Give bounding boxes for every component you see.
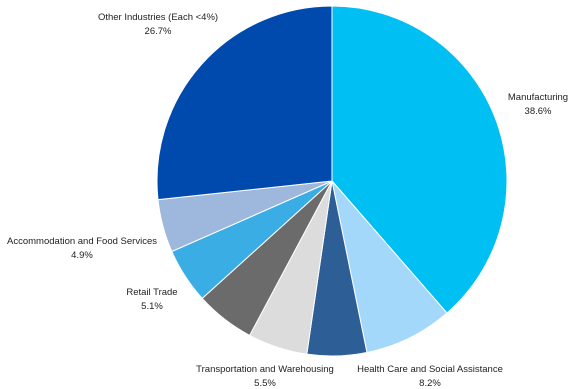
slice-value-retail-trade: 5.1% xyxy=(141,301,163,312)
slice-label-accommodation: Accommodation and Food Services xyxy=(7,236,157,247)
slice-label-manufacturing: Manufacturing xyxy=(508,92,568,103)
slice-label-health-care: Health Care and Social Assistance xyxy=(357,364,503,375)
slice-value-accommodation: 4.9% xyxy=(71,250,93,261)
pie-slice-other-industries-each-4 xyxy=(156,5,333,201)
pie-slices xyxy=(156,5,508,357)
slice-value-health-care: 8.2% xyxy=(419,378,441,389)
slice-value-transportation: 5.5% xyxy=(254,378,276,389)
slice-value-manufacturing: 38.6% xyxy=(525,106,552,117)
pie-slice-manufacturing xyxy=(331,5,508,314)
slice-value-other-industries: 26.7% xyxy=(145,26,172,37)
slice-label-transportation: Transportation and Warehousing xyxy=(196,364,334,375)
pie-slice-health-care-and-social-assistance xyxy=(331,179,448,354)
slice-label-retail-trade: Retail Trade xyxy=(126,287,177,298)
slice-label-other-industries: Other Industries (Each <4%) xyxy=(98,12,218,23)
